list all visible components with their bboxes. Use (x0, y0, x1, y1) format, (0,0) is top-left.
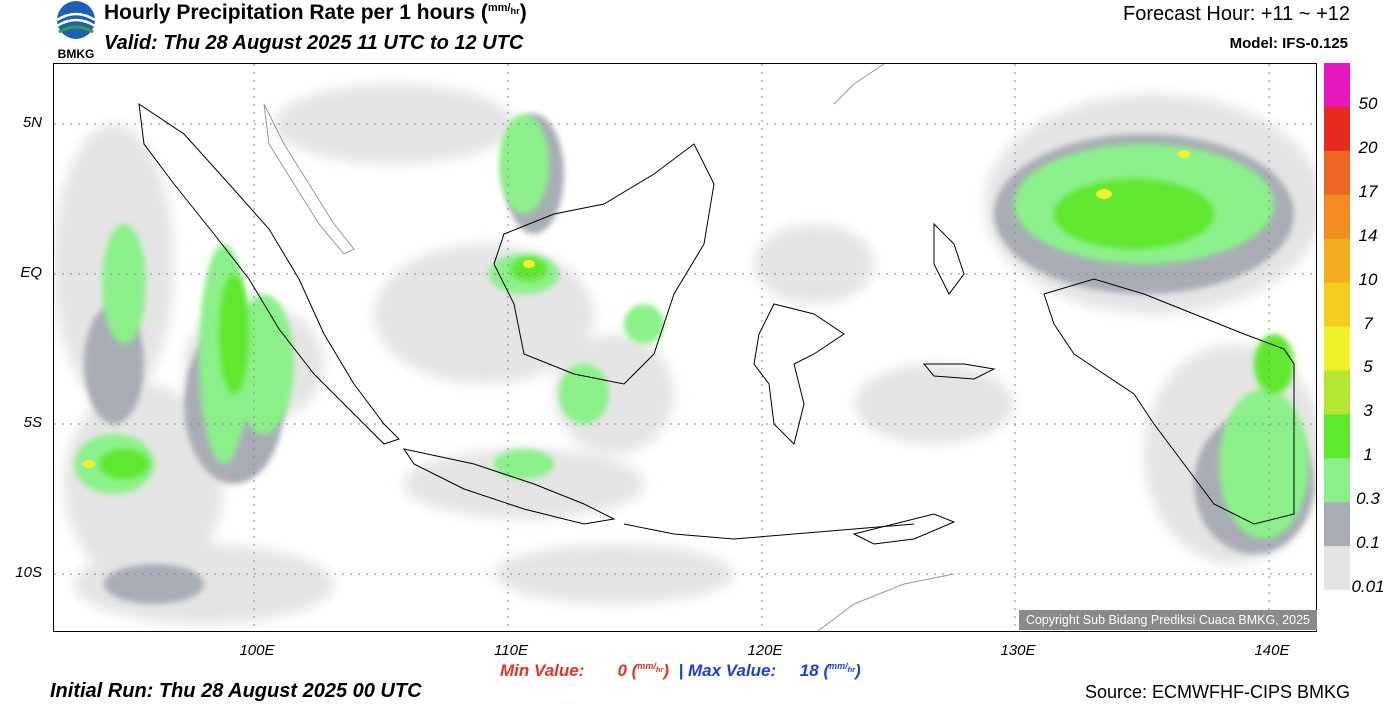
logo-text: BMKG (58, 47, 95, 61)
colorbar-bin (1324, 502, 1350, 547)
colorbar-bin (1324, 150, 1350, 196)
stats-separator: | (678, 661, 684, 680)
lon-label-100e: 100E (239, 642, 275, 659)
colorbar-label: 14 (1358, 225, 1378, 245)
min-value-label: Min Value: (500, 661, 585, 680)
colorbar-bin (1324, 194, 1350, 240)
coastlines (138, 64, 1295, 631)
colorbar-bin (1324, 106, 1350, 152)
colorbar-bin (1324, 63, 1350, 108)
precipitation-map (53, 63, 1317, 632)
colorbar-label: 20 (1358, 137, 1378, 157)
colorbar-bin (1324, 414, 1350, 459)
copyright-notice: Copyright Sub Bidang Prediksi Cuaca BMKG… (1018, 610, 1317, 630)
data-source: Source: ECMWFHF-CIPS BMKG (1084, 682, 1350, 702)
min-value: 0 (617, 661, 627, 680)
colorbar-bin (1324, 546, 1350, 590)
lon-label-140e: 140E (1254, 642, 1290, 659)
model-name: Model: IFS-0.125 (1229, 35, 1348, 52)
colorbar-label: 1 (1363, 445, 1373, 465)
colorbar (1324, 63, 1350, 590)
lon-label-130e: 130E (1000, 642, 1036, 659)
lat-label-5n: 5N (22, 114, 42, 131)
colorbar-label: 0.3 (1356, 489, 1380, 509)
colorbar-label: 10 (1358, 269, 1378, 289)
colorbar-label: 0.1 (1356, 533, 1380, 553)
initial-run: Initial Run: Thu 28 August 2025 00 UTC (50, 680, 422, 702)
bmkg-logo: BMKG (56, 1, 96, 61)
lat-label-10s: 10S (15, 564, 42, 581)
colorbar-bin (1324, 238, 1350, 284)
map-title: Hourly Precipitation Rate per 1 hours (m… (104, 1, 527, 24)
max-value: 18 (799, 661, 819, 680)
precip-5 (83, 150, 1190, 468)
colorbar-bin (1324, 370, 1350, 415)
colorbar-bin (1324, 326, 1350, 371)
colorbar-bin (1324, 458, 1350, 503)
lon-label-120e: 120E (747, 642, 783, 659)
lat-label-eq: EQ (20, 264, 42, 281)
valid-time: Valid: Thu 28 August 2025 11 UTC to 12 U… (104, 32, 524, 54)
colorbar-label: 3 (1363, 401, 1373, 421)
colorbar-label: 7 (1363, 313, 1373, 333)
colorbar-label: 0.01 (1351, 577, 1385, 596)
forecast-hour: Forecast Hour: +11 ~ +12 (1123, 3, 1350, 25)
colorbar-label: 17 (1358, 181, 1378, 201)
colorbar-label: 50 (1358, 93, 1378, 113)
lon-label-110e: 110E (494, 642, 528, 659)
colorbar-bin (1324, 282, 1350, 327)
map-canvas (54, 64, 1316, 631)
value-stats: Min Value: 0 (mm/hr) | Max Value: 18 (mm… (500, 661, 861, 680)
max-value-label: Max Value: (687, 661, 777, 680)
colorbar-label: 5 (1363, 357, 1373, 377)
precip-1 (99, 179, 1294, 479)
lat-label-5s: 5S (23, 414, 42, 431)
